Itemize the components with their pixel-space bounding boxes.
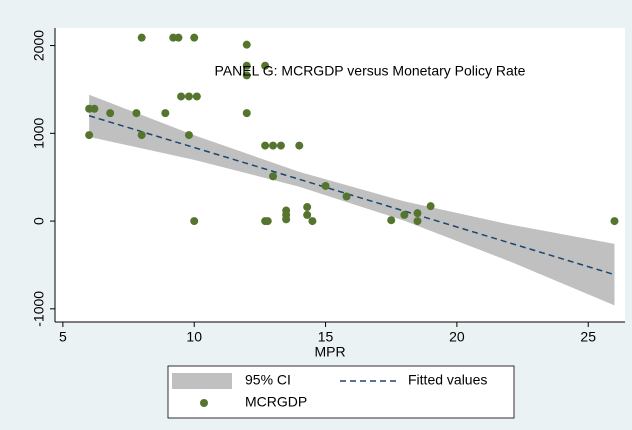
plot: [85, 33, 619, 306]
point: [132, 109, 141, 118]
legend-label: Fitted values: [408, 372, 487, 388]
y-tick-label: 0: [31, 217, 47, 225]
y-tick-label: 1000: [31, 118, 47, 149]
legend-swatch: [200, 399, 208, 407]
point: [263, 217, 272, 226]
point: [190, 33, 199, 42]
point: [242, 61, 251, 70]
point: [137, 33, 146, 42]
point: [413, 209, 422, 218]
y-tick-label: -1000: [31, 291, 47, 327]
point: [303, 210, 312, 219]
point: [106, 109, 115, 118]
point: [137, 131, 146, 140]
point: [276, 141, 285, 150]
point: [269, 172, 278, 181]
point: [400, 210, 409, 219]
point: [282, 215, 291, 224]
legend-label: 95% CI: [245, 372, 291, 388]
x-tick-label: 5: [59, 329, 67, 345]
x-tick-label: 25: [580, 329, 596, 345]
point: [242, 109, 251, 118]
point: [342, 192, 351, 201]
point: [261, 61, 270, 70]
fitted-line: [88, 115, 615, 276]
point: [242, 40, 251, 49]
point: [184, 131, 193, 140]
point: [321, 181, 330, 190]
point: [184, 92, 193, 101]
point: [174, 33, 183, 42]
point: [387, 216, 396, 225]
point: [190, 217, 199, 226]
x-axis-label: MPR: [314, 344, 345, 360]
point: [192, 92, 201, 101]
legend-swatch: [172, 373, 232, 389]
y-tick-label: 2000: [31, 30, 47, 61]
legend-label: MCRGDP: [245, 394, 307, 410]
x-tick-label: 20: [449, 329, 465, 345]
point: [303, 203, 312, 212]
point: [426, 202, 435, 211]
plot-area: [55, 28, 625, 322]
point: [177, 92, 186, 101]
point: [610, 217, 619, 226]
point: [161, 109, 170, 118]
annotation-title: PANEL G: MCRGDP versus Monetary Policy R…: [215, 63, 526, 79]
point: [242, 71, 251, 80]
ci-band: [89, 94, 615, 306]
point: [261, 141, 270, 150]
point: [90, 104, 99, 113]
point: [413, 217, 422, 226]
point: [85, 131, 94, 140]
point: [269, 141, 278, 150]
point: [308, 217, 317, 226]
point: [295, 141, 304, 150]
x-tick-label: 15: [318, 329, 334, 345]
x-tick-label: 10: [186, 329, 202, 345]
